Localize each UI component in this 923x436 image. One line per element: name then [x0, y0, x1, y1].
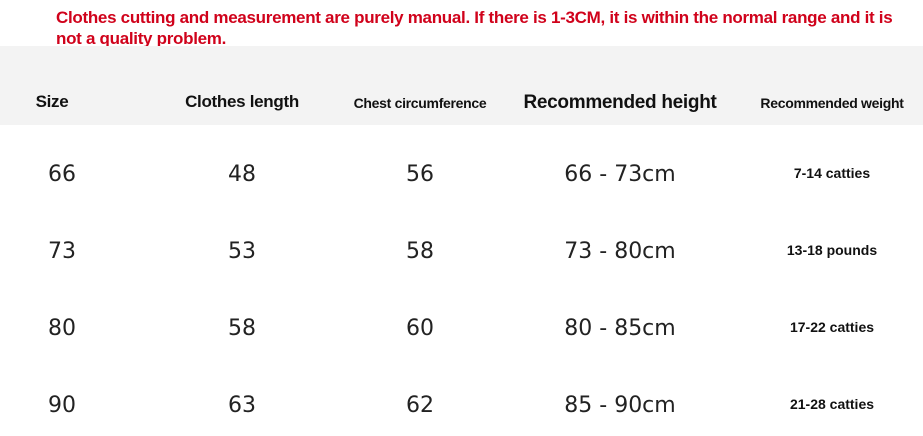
column-header: Chest circumference	[353, 95, 487, 111]
measurement-notice: Clothes cutting and measurement are pure…	[56, 8, 893, 48]
table-cell: 56	[406, 162, 434, 187]
table-cell: 53	[228, 239, 256, 264]
table-cell: 66 - 73cm	[564, 162, 676, 187]
column-header: Recommended weight	[760, 95, 904, 111]
table-cell: 17-22 catties	[789, 319, 875, 335]
table-cell: 21-28 catties	[789, 396, 875, 412]
column-header: Clothes length	[185, 92, 299, 111]
table-cell: 73	[48, 239, 76, 264]
table-cell: 85 - 90cm	[564, 393, 676, 418]
table-cell: 90	[48, 393, 76, 418]
table-cell: 60	[406, 316, 434, 341]
table-header-band	[0, 46, 923, 125]
column-header: Recommended height	[523, 92, 717, 113]
table-cell: 13-18 pounds	[786, 242, 878, 258]
table-cell: 48	[228, 162, 256, 187]
table-cell: 62	[406, 393, 434, 418]
table-cell: 7-14 catties	[793, 165, 871, 181]
table-cell: 66	[48, 162, 76, 187]
table-cell: 73 - 80cm	[564, 239, 676, 264]
column-header: Size	[35, 92, 69, 111]
table-cell: 58	[406, 239, 434, 264]
table-cell: 80 - 85cm	[564, 316, 676, 341]
table-cell: 80	[48, 316, 76, 341]
table-cell: 63	[228, 393, 256, 418]
table-cell: 58	[228, 316, 256, 341]
